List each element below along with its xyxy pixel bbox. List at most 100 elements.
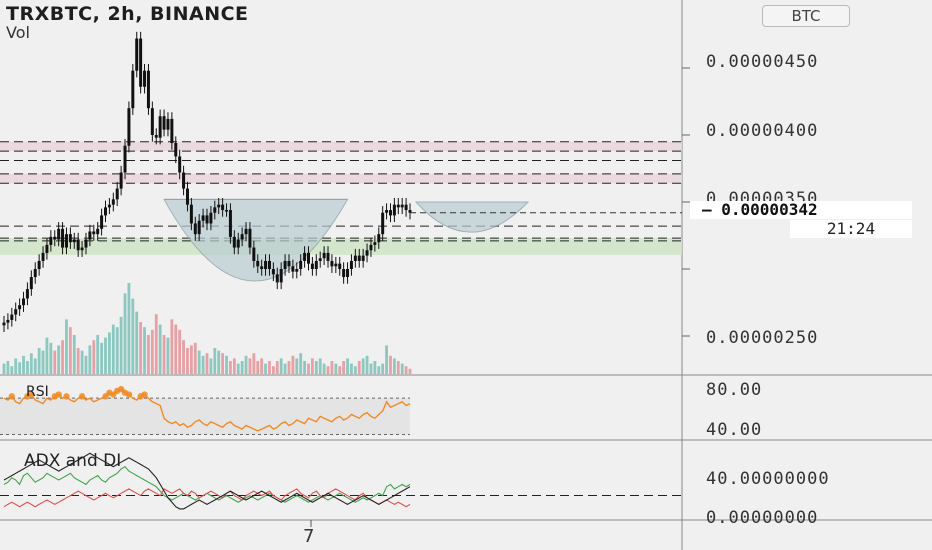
volume-bar bbox=[193, 342, 197, 374]
volume-bar bbox=[61, 340, 64, 374]
volume-bar bbox=[318, 358, 322, 374]
candle-body bbox=[29, 277, 33, 290]
candle-body bbox=[349, 260, 353, 269]
candle-body bbox=[322, 252, 326, 259]
volume-bar bbox=[236, 363, 240, 374]
y-tick-label: 0.00000250 bbox=[706, 328, 819, 348]
candle-body bbox=[6, 319, 10, 323]
volume-bar bbox=[240, 361, 244, 374]
volume-bar bbox=[65, 319, 68, 374]
rsi-band bbox=[0, 398, 410, 435]
volume-bar bbox=[295, 358, 299, 374]
candle-body bbox=[178, 156, 182, 173]
candle-body bbox=[158, 116, 162, 138]
candle-body bbox=[244, 228, 248, 235]
volume-bar bbox=[287, 361, 291, 374]
volume-bar bbox=[22, 355, 25, 374]
candle-body bbox=[342, 269, 346, 278]
volume-bar bbox=[33, 358, 37, 374]
volume-bar bbox=[119, 316, 123, 374]
candle-body bbox=[279, 269, 283, 283]
volume-bar bbox=[166, 337, 170, 374]
volume-bar bbox=[334, 363, 338, 374]
volume-bar bbox=[252, 353, 256, 374]
volume-bar bbox=[96, 335, 100, 374]
bar-countdown: 21:24 bbox=[790, 220, 912, 238]
candle-body bbox=[197, 220, 201, 235]
volume-bar bbox=[279, 358, 283, 374]
candle-body bbox=[271, 269, 275, 275]
rsi-overbought-marker bbox=[125, 391, 133, 398]
volume-bar bbox=[400, 363, 404, 374]
volume-bar bbox=[45, 337, 49, 374]
volume-bar bbox=[373, 361, 377, 374]
last-price-label: – 0.00000342 bbox=[690, 201, 912, 219]
volume-bar bbox=[18, 362, 22, 374]
volume-bar bbox=[244, 355, 248, 374]
candle-body bbox=[107, 204, 111, 208]
volume-bar bbox=[221, 353, 225, 374]
volume-bar bbox=[182, 340, 185, 374]
candle-body bbox=[252, 247, 256, 261]
volume-bar bbox=[248, 358, 252, 374]
candle-body bbox=[53, 236, 57, 240]
volume-bar bbox=[135, 311, 139, 374]
candle-body bbox=[236, 239, 240, 248]
candle-body bbox=[100, 215, 104, 229]
candle-body bbox=[22, 298, 26, 306]
volume-bar bbox=[209, 358, 213, 374]
candle-body bbox=[14, 309, 18, 315]
volume-bar bbox=[225, 355, 228, 374]
volume-bar bbox=[330, 361, 334, 374]
candle-body bbox=[283, 260, 287, 269]
candle-body bbox=[84, 239, 88, 248]
candle-body bbox=[346, 269, 350, 278]
volume-bar bbox=[396, 361, 400, 374]
volume-bar bbox=[26, 361, 29, 374]
volume-bar bbox=[162, 335, 166, 374]
rsi-line bbox=[3, 388, 411, 432]
candle-body bbox=[369, 244, 373, 251]
volume-bar bbox=[72, 335, 76, 374]
volume-bar bbox=[80, 350, 84, 374]
candle-body bbox=[299, 260, 303, 269]
candle-body bbox=[365, 250, 369, 256]
volume-bar bbox=[100, 342, 103, 374]
volume-bar bbox=[232, 358, 236, 374]
volume-indicator-label: Vol bbox=[6, 23, 30, 42]
volume-bar bbox=[299, 353, 303, 374]
candle-body bbox=[291, 266, 295, 272]
candle-body bbox=[131, 70, 135, 109]
volume-bar bbox=[342, 361, 346, 374]
candle-body bbox=[41, 252, 45, 261]
candle-body bbox=[25, 289, 29, 299]
candle-body bbox=[189, 204, 193, 224]
candle-body bbox=[10, 314, 14, 320]
volume-bar bbox=[92, 340, 96, 374]
volume-bar bbox=[111, 324, 115, 374]
volume-bar bbox=[174, 324, 178, 374]
volume-bar bbox=[6, 361, 10, 374]
adx-tick-label: 40.00000000 bbox=[706, 469, 830, 489]
candle-body bbox=[303, 252, 307, 261]
candle-body bbox=[49, 236, 53, 245]
volume-bar bbox=[139, 322, 143, 374]
candle-body bbox=[143, 70, 147, 87]
volume-bar bbox=[256, 361, 260, 374]
volume-bar bbox=[123, 293, 127, 374]
candle-body bbox=[201, 215, 205, 221]
candle-body bbox=[193, 223, 197, 235]
volume-bar bbox=[104, 337, 107, 374]
volume-bar bbox=[213, 348, 217, 374]
volume-bar bbox=[322, 363, 326, 374]
candle-body bbox=[57, 228, 61, 240]
candle-body bbox=[96, 228, 100, 235]
volume-bar bbox=[170, 319, 174, 374]
currency-button[interactable]: BTC bbox=[762, 5, 850, 27]
candle-body bbox=[388, 210, 392, 216]
volume-bar bbox=[408, 368, 412, 374]
volume-bar bbox=[389, 355, 392, 374]
volume-bar bbox=[311, 358, 314, 374]
candle-body bbox=[338, 263, 342, 269]
candle-body bbox=[295, 269, 299, 272]
